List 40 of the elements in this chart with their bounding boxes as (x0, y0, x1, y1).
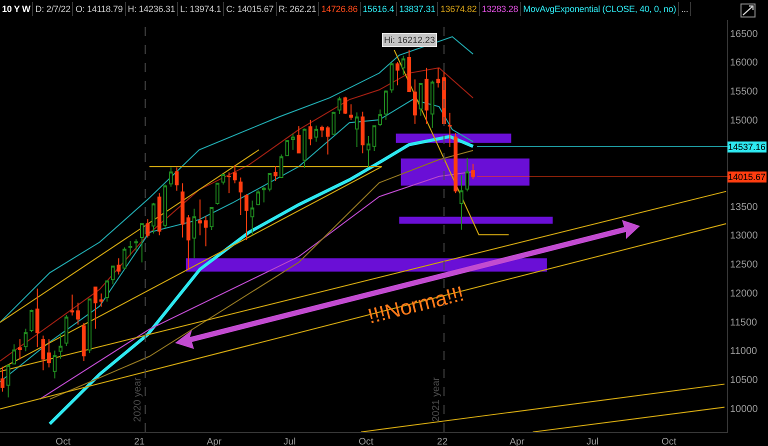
text: H: 14236.31 (126, 2, 178, 16)
x-tick-label: Oct (358, 436, 374, 446)
text: 14726.86 (319, 2, 361, 16)
x-tick-label: Oct (662, 436, 677, 446)
text: 13837.31 (397, 2, 438, 16)
text: 15616.4 (360, 2, 398, 16)
x-tick-label: Apr (206, 436, 222, 446)
x-tick-label: Jul (284, 436, 296, 446)
chart-title: 10 Y W (0, 2, 34, 16)
annotation: Hi: 16212.23 (384, 35, 436, 45)
x-tick-label: Apr (510, 436, 524, 446)
text: O: 14118.79 (73, 2, 126, 16)
y-tick-label: 16500 (730, 28, 758, 40)
y-tick-label: 11500 (730, 317, 758, 328)
y-tick-label: 10000 (730, 404, 758, 415)
annotation: 14015.67 (728, 172, 766, 182)
y-tick-label: 10500 (730, 374, 758, 386)
y-tick-label: 15500 (730, 86, 758, 98)
x-tick-label: Jul (586, 436, 599, 446)
y-tick-label: 13000 (730, 230, 758, 242)
y-tick-label: 13500 (730, 202, 758, 213)
y-tick-label: 11000 (730, 346, 758, 358)
text: L: 13974.1 (178, 2, 224, 16)
y-tick-label: 15000 (730, 115, 758, 126)
text: 13283.28 (480, 2, 522, 16)
y-tick-label: 16000 (730, 58, 758, 69)
text: R: 262.21 (276, 2, 320, 16)
y-tick-label: 12000 (730, 288, 758, 300)
y-tick-label: 12500 (730, 260, 758, 271)
text: C: 14015.67 (224, 2, 277, 16)
x-tick-label: 21 (134, 436, 145, 446)
x-tick-label: Oct (56, 436, 71, 446)
text: 13674.82 (438, 2, 480, 16)
ref-line-label: 2020 year (132, 376, 144, 422)
ref-line-label: 2021 year (431, 376, 442, 422)
annotation: 14537.16 (728, 142, 766, 152)
text: MovAvgExponential (CLOSE, 40, 0, no) (521, 2, 680, 16)
x-tick-label: 22 (437, 436, 448, 446)
text: D: 2/7/22 (33, 2, 74, 16)
text: ... (679, 2, 692, 16)
